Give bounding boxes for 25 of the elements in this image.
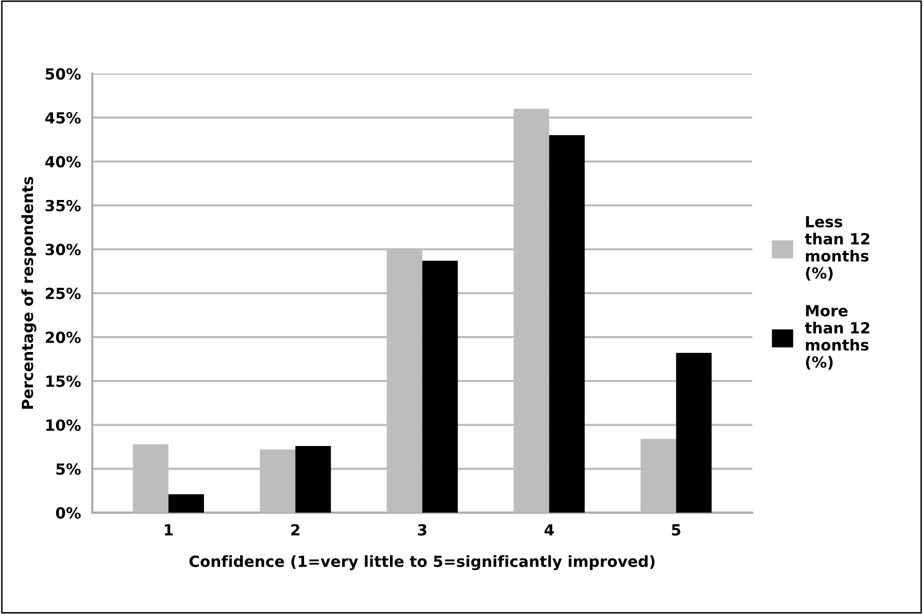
y-tick-label: 10% <box>46 419 81 431</box>
legend-label: More than 12 months (%) <box>804 305 870 370</box>
legend-label: Less than 12 months (%) <box>804 216 870 281</box>
bar <box>295 446 331 513</box>
bar <box>168 494 204 513</box>
bar <box>676 352 712 513</box>
y-tick-label: 5% <box>56 463 81 475</box>
y-tick-label: 45% <box>45 112 81 124</box>
y-tick-label: 15% <box>46 375 81 388</box>
y-axis-title: Percentage of respondents <box>21 176 36 409</box>
y-tick-label: 30% <box>46 244 81 256</box>
y-tick-label: 20% <box>46 332 81 344</box>
y-tick-label: 50% <box>46 68 81 80</box>
x-tick-label: 2 <box>291 524 300 536</box>
x-axis-title: Confidence (1=very little to 5=significantly improved) <box>189 555 655 570</box>
y-tick-label: 25% <box>46 288 81 300</box>
y-tick-label: 40% <box>45 156 81 168</box>
y-tick-label: 0% <box>56 507 81 519</box>
y-tick-label: 35% <box>46 200 81 212</box>
x-tick-label: 5 <box>672 524 680 536</box>
x-tick-label: 1 <box>164 524 173 536</box>
x-tick-label: 4 <box>544 524 554 536</box>
bar <box>422 260 458 513</box>
bar <box>549 135 585 513</box>
x-tick-label: 3 <box>418 524 426 536</box>
